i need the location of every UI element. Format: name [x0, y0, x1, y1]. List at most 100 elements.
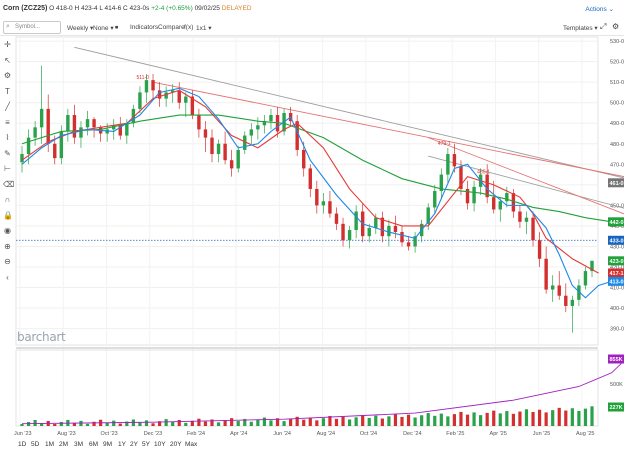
candle-body[interactable]	[380, 217, 385, 237]
visibility-icon[interactable]: ◉	[4, 226, 11, 235]
candle-body[interactable]	[72, 115, 77, 138]
period-6m[interactable]: 6M	[89, 441, 99, 448]
candle-body[interactable]	[184, 96, 188, 103]
fullscreen-icon[interactable]: ⤢	[600, 22, 607, 31]
candle-body[interactable]	[243, 135, 247, 150]
candle-body[interactable]	[118, 125, 122, 136]
candle-body[interactable]	[334, 213, 339, 224]
period-select[interactable]: Weekly ▾	[67, 25, 94, 32]
eraser-icon[interactable]: ⌫	[3, 179, 15, 189]
collapse-icon[interactable]: ‹	[6, 272, 9, 282]
candle-body[interactable]	[164, 92, 168, 99]
candle-body[interactable]	[256, 125, 260, 130]
candle-body[interactable]	[511, 193, 516, 212]
candle-body[interactable]	[321, 201, 326, 206]
period-10y[interactable]: 10Y	[154, 441, 166, 448]
line-icon[interactable]: ╱	[5, 102, 10, 111]
candle-body[interactable]	[197, 115, 201, 130]
candle-body[interactable]	[125, 123, 129, 136]
symbol-search-input[interactable]: ⌕ Symbol...	[3, 21, 61, 34]
candle-body[interactable]	[229, 160, 234, 169]
candle-body[interactable]	[406, 242, 411, 247]
candle-body[interactable]	[46, 108, 50, 144]
candle-body[interactable]	[39, 108, 44, 128]
candle-body[interactable]	[170, 90, 175, 93]
candle-body[interactable]	[400, 232, 404, 243]
candle-body[interactable]	[374, 217, 378, 228]
candle-body[interactable]	[138, 92, 142, 109]
candle-body[interactable]	[426, 207, 430, 224]
compare-button[interactable]: Compare	[158, 24, 185, 31]
fx-button[interactable]: f(x)	[184, 24, 194, 31]
candle-body[interactable]	[151, 80, 155, 91]
study-select[interactable]: None ▾	[93, 25, 114, 32]
candle-body[interactable]	[550, 285, 555, 290]
candle-body[interactable]	[354, 211, 358, 231]
candle-body[interactable]	[26, 137, 31, 155]
candle-body[interactable]	[177, 90, 181, 103]
candle-body[interactable]	[557, 285, 561, 296]
candle-body[interactable]	[210, 137, 214, 155]
actions-button[interactable]: Actions ⌄	[585, 5, 614, 13]
candle-body[interactable]	[315, 188, 319, 206]
candle-body[interactable]	[190, 96, 195, 116]
candle-body[interactable]	[367, 227, 371, 237]
candle-body[interactable]	[570, 299, 575, 306]
cursor-icon[interactable]: ↖	[4, 55, 11, 65]
candle-body[interactable]	[524, 217, 529, 222]
candle-body[interactable]	[203, 129, 208, 138]
candle-body[interactable]	[308, 168, 312, 189]
candle-body[interactable]	[564, 295, 568, 306]
candle-body[interactable]	[472, 186, 476, 204]
magnet-icon[interactable]: ∩	[4, 195, 11, 204]
symbol-title[interactable]: Corn (ZCZ25)	[3, 5, 48, 12]
candle-body[interactable]	[452, 154, 457, 167]
period-3m[interactable]: 3M	[74, 441, 84, 448]
candle-body[interactable]	[577, 285, 581, 300]
candle-body[interactable]	[393, 225, 398, 233]
candle-body[interactable]	[413, 236, 417, 247]
candle-body[interactable]	[66, 115, 70, 132]
candle-body[interactable]	[341, 223, 345, 241]
candle-body[interactable]	[157, 90, 162, 99]
text-icon[interactable]: T	[5, 86, 10, 96]
pattern-icon[interactable]: ⌇	[5, 133, 10, 142]
candle-body[interactable]	[492, 197, 496, 210]
candle-body[interactable]	[347, 230, 352, 241]
candle-body[interactable]	[446, 154, 450, 175]
candle-body[interactable]	[302, 149, 306, 169]
period-2y[interactable]: 2Y	[130, 441, 138, 448]
period-9m[interactable]: 9M	[103, 441, 113, 448]
candle-body[interactable]	[328, 201, 332, 214]
period-1d[interactable]: 1D	[18, 441, 27, 448]
templates-button[interactable]: Templates ▾	[563, 25, 598, 32]
candle-body[interactable]	[85, 119, 90, 128]
candle-body[interactable]	[459, 166, 463, 189]
candle-body[interactable]	[112, 125, 116, 130]
candle-body[interactable]	[20, 154, 24, 163]
lock-icon[interactable]: 🔒	[3, 210, 13, 220]
candle-body[interactable]	[387, 225, 391, 237]
candle-body[interactable]	[544, 258, 548, 290]
candle-body[interactable]	[249, 129, 254, 136]
candle-body[interactable]	[216, 143, 221, 155]
candle-body[interactable]	[531, 217, 535, 241]
zoom-select[interactable]: 1x1 ▾	[196, 25, 212, 32]
settings-icon[interactable]: ⚙	[3, 71, 12, 80]
fibonacci-icon[interactable]: ≡	[5, 117, 10, 127]
period-1y[interactable]: 1Y	[118, 441, 126, 448]
candle-body[interactable]	[79, 127, 83, 138]
candle-body[interactable]	[33, 127, 37, 138]
candle-body[interactable]	[144, 80, 149, 93]
zoom-out-icon[interactable]: ⊖	[4, 257, 11, 266]
candle-body[interactable]	[583, 271, 588, 286]
ruler-icon[interactable]: ⊢	[4, 164, 11, 173]
crosshair-icon[interactable]: ✛	[4, 40, 11, 49]
candle-body[interactable]	[498, 201, 502, 210]
settings-icon[interactable]: ⚙	[612, 22, 620, 31]
period-max[interactable]: Max	[185, 441, 198, 448]
period-5d[interactable]: 5D	[31, 441, 40, 448]
candle-body[interactable]	[518, 211, 522, 222]
period-1m[interactable]: 1M	[45, 441, 55, 448]
